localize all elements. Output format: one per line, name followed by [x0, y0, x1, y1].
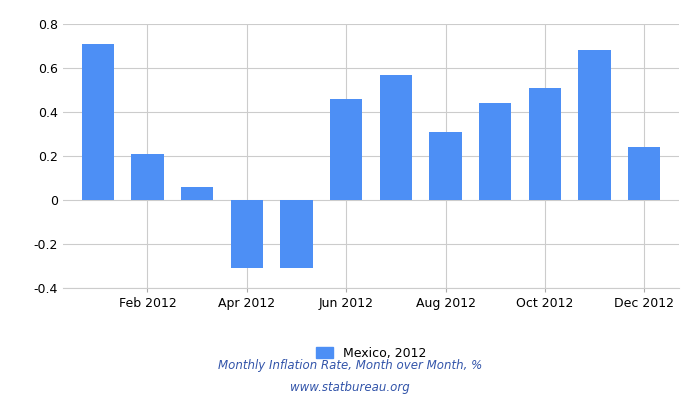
Bar: [578, 50, 610, 200]
Legend: Mexico, 2012: Mexico, 2012: [311, 342, 431, 365]
Bar: [528, 88, 561, 200]
Bar: [330, 99, 363, 200]
Bar: [181, 187, 214, 200]
Bar: [379, 74, 412, 200]
Bar: [231, 200, 263, 268]
Bar: [280, 200, 313, 268]
Bar: [479, 103, 511, 200]
Text: Monthly Inflation Rate, Month over Month, %: Monthly Inflation Rate, Month over Month…: [218, 360, 482, 372]
Bar: [132, 154, 164, 200]
Bar: [429, 132, 462, 200]
Bar: [82, 44, 114, 200]
Text: www.statbureau.org: www.statbureau.org: [290, 382, 410, 394]
Bar: [628, 147, 660, 200]
